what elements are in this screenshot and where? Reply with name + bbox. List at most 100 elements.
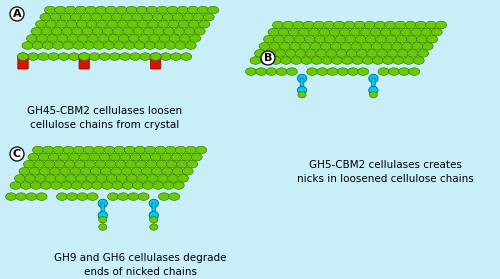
- Ellipse shape: [340, 42, 351, 50]
- Ellipse shape: [54, 160, 65, 168]
- Ellipse shape: [79, 153, 90, 161]
- Ellipse shape: [40, 167, 50, 175]
- Ellipse shape: [250, 57, 261, 64]
- Ellipse shape: [104, 42, 115, 49]
- Ellipse shape: [101, 13, 112, 21]
- Ellipse shape: [128, 35, 140, 42]
- Ellipse shape: [193, 13, 204, 21]
- Ellipse shape: [198, 20, 209, 28]
- Text: A: A: [12, 9, 22, 19]
- Ellipse shape: [56, 193, 68, 200]
- Ellipse shape: [66, 193, 78, 200]
- Ellipse shape: [50, 13, 61, 21]
- Ellipse shape: [426, 21, 436, 29]
- Ellipse shape: [203, 13, 214, 21]
- Ellipse shape: [152, 13, 163, 21]
- Ellipse shape: [26, 35, 38, 42]
- Ellipse shape: [149, 35, 160, 42]
- Ellipse shape: [22, 42, 33, 49]
- Ellipse shape: [370, 28, 381, 36]
- Ellipse shape: [74, 160, 86, 168]
- Ellipse shape: [158, 175, 168, 182]
- Ellipse shape: [384, 21, 396, 29]
- Ellipse shape: [130, 53, 140, 60]
- Ellipse shape: [159, 35, 170, 42]
- Ellipse shape: [406, 35, 418, 43]
- Ellipse shape: [24, 160, 34, 168]
- Ellipse shape: [26, 193, 37, 200]
- Ellipse shape: [162, 13, 173, 21]
- Ellipse shape: [194, 28, 205, 35]
- Ellipse shape: [36, 20, 46, 28]
- Ellipse shape: [366, 50, 378, 57]
- Ellipse shape: [132, 13, 143, 21]
- Ellipse shape: [150, 153, 162, 161]
- Ellipse shape: [306, 68, 318, 75]
- Ellipse shape: [342, 57, 353, 64]
- Ellipse shape: [152, 167, 162, 175]
- Ellipse shape: [294, 35, 305, 43]
- Ellipse shape: [51, 182, 62, 189]
- Ellipse shape: [46, 20, 56, 28]
- Ellipse shape: [114, 42, 125, 49]
- Text: GH9 and GH6 cellulases degrade
ends of nicked chains: GH9 and GH6 cellulases degrade ends of n…: [54, 253, 226, 277]
- Ellipse shape: [58, 53, 70, 60]
- Ellipse shape: [143, 28, 154, 35]
- Ellipse shape: [75, 6, 86, 14]
- Ellipse shape: [74, 146, 85, 154]
- Ellipse shape: [148, 20, 158, 28]
- Ellipse shape: [416, 35, 428, 43]
- Ellipse shape: [53, 146, 64, 154]
- Ellipse shape: [44, 160, 55, 168]
- Ellipse shape: [32, 42, 43, 49]
- Ellipse shape: [100, 167, 112, 175]
- Ellipse shape: [56, 175, 66, 182]
- Ellipse shape: [293, 21, 304, 29]
- Ellipse shape: [150, 224, 158, 230]
- Ellipse shape: [150, 217, 158, 223]
- Ellipse shape: [345, 35, 356, 43]
- Ellipse shape: [310, 42, 321, 50]
- Ellipse shape: [121, 167, 132, 175]
- Ellipse shape: [70, 167, 81, 175]
- Ellipse shape: [268, 28, 279, 36]
- Ellipse shape: [314, 21, 324, 29]
- Ellipse shape: [320, 42, 331, 50]
- Ellipse shape: [98, 214, 107, 221]
- Ellipse shape: [403, 57, 414, 64]
- Ellipse shape: [118, 193, 128, 200]
- Ellipse shape: [264, 35, 274, 43]
- Ellipse shape: [413, 57, 424, 64]
- Ellipse shape: [372, 57, 384, 64]
- Ellipse shape: [142, 182, 154, 189]
- Text: C: C: [13, 149, 21, 159]
- Ellipse shape: [168, 175, 178, 182]
- Ellipse shape: [71, 182, 82, 189]
- Ellipse shape: [208, 6, 218, 14]
- Ellipse shape: [156, 6, 168, 14]
- Ellipse shape: [154, 28, 164, 35]
- Ellipse shape: [186, 146, 196, 154]
- Ellipse shape: [329, 28, 340, 36]
- Ellipse shape: [184, 28, 195, 35]
- Ellipse shape: [336, 50, 347, 57]
- FancyBboxPatch shape: [152, 203, 156, 212]
- Ellipse shape: [177, 6, 188, 14]
- Ellipse shape: [275, 50, 286, 57]
- Ellipse shape: [260, 57, 271, 64]
- Ellipse shape: [87, 193, 98, 200]
- Ellipse shape: [28, 153, 39, 161]
- Circle shape: [10, 147, 24, 161]
- Ellipse shape: [31, 28, 42, 35]
- Ellipse shape: [95, 160, 106, 168]
- Ellipse shape: [88, 35, 99, 42]
- Ellipse shape: [351, 42, 362, 50]
- Ellipse shape: [134, 146, 145, 154]
- Ellipse shape: [356, 50, 368, 57]
- Ellipse shape: [130, 153, 141, 161]
- Ellipse shape: [386, 35, 397, 43]
- Ellipse shape: [282, 21, 294, 29]
- Ellipse shape: [78, 35, 88, 42]
- Ellipse shape: [66, 175, 76, 182]
- Ellipse shape: [45, 175, 56, 182]
